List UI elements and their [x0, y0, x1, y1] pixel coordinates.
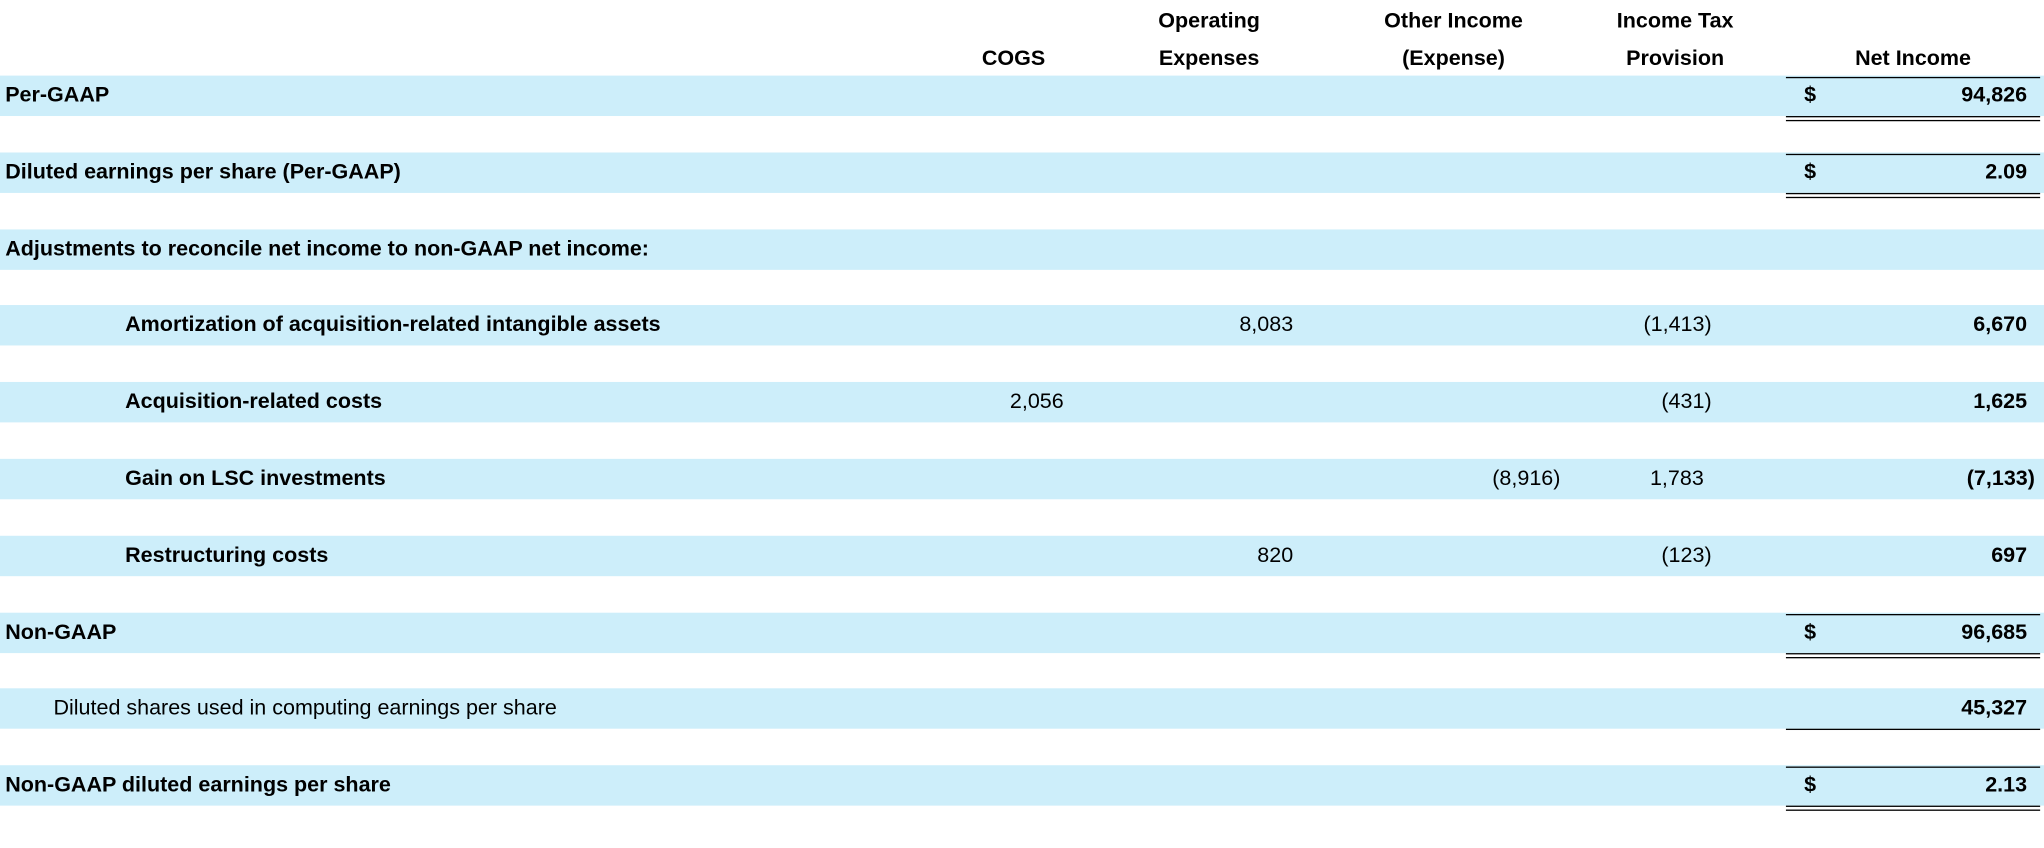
- total-rule: [1785, 116, 2041, 118]
- column-header: (Expense): [1402, 46, 1505, 71]
- currency-symbol: $: [1804, 160, 1817, 184]
- cell-value: 2.09: [1985, 160, 2028, 184]
- cell-value: 45,327: [1961, 696, 2028, 721]
- row-label: Acquisition-related costs: [125, 390, 383, 414]
- total-rule: [1785, 119, 2041, 122]
- row-band: [0, 152, 2044, 193]
- cell-value: 2.13: [1985, 773, 2028, 797]
- cell-value: (431): [1661, 390, 1712, 414]
- row-band: [0, 75, 2044, 117]
- row-band: [0, 688, 2044, 730]
- cell-value: (8,916): [1492, 466, 1561, 491]
- total-rule: [1785, 656, 2041, 658]
- total-rule: [1785, 766, 2041, 769]
- row-label: Amortization of acquisition-related inta…: [125, 313, 661, 337]
- currency-symbol: $: [1804, 773, 1817, 797]
- cell-value: 8,083: [1239, 313, 1294, 337]
- row-band: [0, 765, 2044, 806]
- total-rule: [1785, 76, 2041, 79]
- row-label: Adjustments to reconcile net income to n…: [5, 236, 649, 261]
- row-band: [0, 535, 2044, 576]
- row-label: Non-GAAP: [5, 619, 117, 644]
- cell-value: 1,625: [1973, 390, 2028, 414]
- row-label: Diluted shares used in computing earning…: [53, 696, 557, 721]
- cell-value: 820: [1257, 543, 1294, 567]
- cell-value: 94,826: [1961, 83, 2028, 107]
- total-rule: [1785, 192, 2041, 194]
- row-band: [0, 382, 2044, 423]
- total-rule: [1785, 196, 2041, 198]
- cell-value: (7,133): [1966, 466, 2035, 491]
- column-header: COGS: [981, 46, 1046, 71]
- currency-symbol: $: [1804, 83, 1817, 107]
- cell-value: (1,413): [1643, 313, 1712, 337]
- total-rule: [1785, 809, 2041, 812]
- row-label: Restructuring costs: [125, 543, 329, 567]
- row-label: Diluted earnings per share (Per-GAAP): [5, 160, 401, 184]
- total-rule: [1785, 153, 2041, 155]
- cell-value: 1,783: [1649, 466, 1704, 491]
- total-rule: [1785, 652, 2041, 654]
- total-rule: [1785, 729, 2041, 731]
- cell-value: (123): [1661, 543, 1712, 567]
- column-header: Other Income: [1384, 9, 1523, 33]
- row-label: Non-GAAP diluted earnings per share: [5, 773, 391, 797]
- row-band: [0, 305, 2044, 346]
- row-band: [0, 458, 2044, 500]
- row-band: [0, 228, 2044, 270]
- total-rule: [1785, 805, 2041, 808]
- row-label: Gain on LSC investments: [125, 466, 386, 491]
- row-label: Per-GAAP: [5, 83, 110, 107]
- currency-symbol: $: [1804, 619, 1817, 644]
- cell-value: 2,056: [1009, 390, 1064, 414]
- column-header: Income Tax: [1616, 9, 1734, 33]
- cell-value: 6,670: [1973, 313, 2028, 337]
- column-header: Operating: [1158, 9, 1260, 33]
- total-rule: [1785, 613, 2041, 615]
- column-header: Net Income: [1855, 46, 1972, 71]
- column-header: Provision: [1626, 46, 1725, 71]
- row-band: [0, 612, 2044, 653]
- cell-value: 697: [1991, 543, 2028, 567]
- cell-value: 96,685: [1961, 619, 2028, 644]
- column-header: Expenses: [1158, 46, 1260, 71]
